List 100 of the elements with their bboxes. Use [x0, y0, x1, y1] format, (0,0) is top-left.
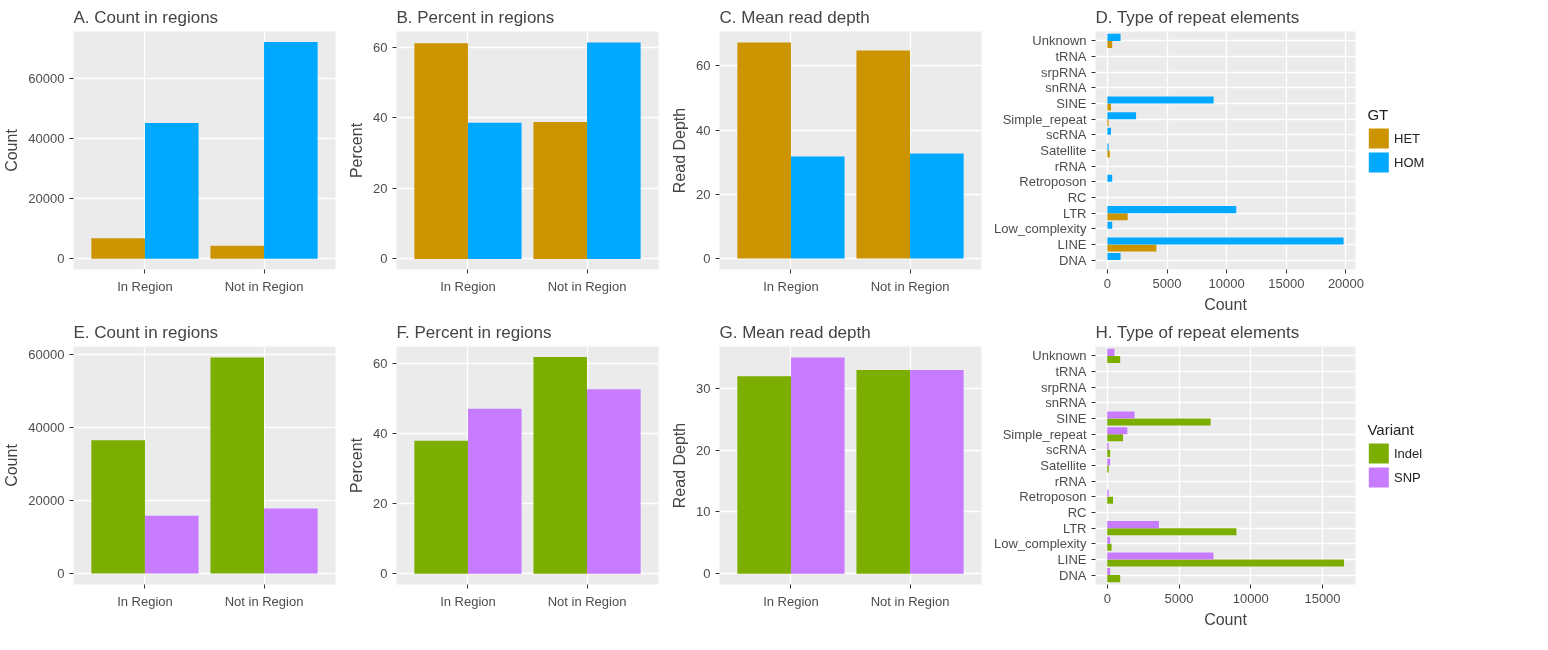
chart-title: C. Mean read depth [719, 7, 870, 27]
y-tick-label: Satellite [1040, 458, 1087, 473]
y-tick-label: 40000 [28, 420, 65, 436]
legend-title: GT [1367, 106, 1389, 123]
bar [1107, 536, 1111, 544]
bar [210, 245, 265, 259]
y-tick-label: 30 [696, 380, 711, 396]
y-tick-label: 60 [373, 39, 388, 55]
bar [467, 122, 522, 259]
x-tick-label: In Region [117, 278, 173, 294]
bar [264, 508, 318, 574]
bar [1107, 127, 1111, 135]
y-tick-label: SINE [1056, 96, 1087, 112]
y-tick-label: scRNA [1046, 442, 1087, 458]
bar [414, 440, 468, 574]
bar [1107, 96, 1214, 104]
y-tick-label: snRNA [1045, 80, 1087, 96]
x-tick-label: Not in Region [224, 593, 304, 609]
y-tick-label: 40 [373, 426, 388, 442]
y-tick-label: 0 [703, 566, 711, 582]
x-tick-label: In Region [763, 278, 819, 294]
bar [1107, 418, 1211, 426]
legend-label: Indel [1394, 446, 1423, 461]
bar [1107, 174, 1113, 182]
bar [790, 156, 845, 259]
x-tick-label: 15000 [1268, 275, 1305, 291]
y-tick-label: tRNA [1055, 49, 1087, 65]
y-tick-label: RC [1067, 504, 1087, 520]
bar [1107, 458, 1111, 466]
x-tick-label: In Region [440, 593, 496, 609]
y-tick-label: Unknown [1032, 33, 1087, 49]
legend-title: Variant [1367, 421, 1415, 438]
y-tick-label: LTR [1062, 520, 1087, 536]
y-tick-label: 60 [696, 58, 711, 74]
x-tick-label: Not in Region [547, 278, 627, 294]
y-tick-label: tRNA [1055, 364, 1087, 380]
bar [737, 42, 791, 259]
y-tick-label: srpRNA [1040, 64, 1087, 80]
y-tick-label: 0 [380, 566, 388, 582]
chart-title: B. Percent in regions [396, 7, 555, 27]
y-tick-label: LINE [1057, 551, 1087, 567]
bar [1107, 237, 1344, 245]
bar [1107, 213, 1128, 221]
bar [533, 356, 588, 574]
bar [1107, 568, 1111, 576]
y-tick-label: srpRNA [1040, 379, 1087, 395]
chart-title: F. Percent in regions [396, 322, 552, 342]
y-axis-title: Count [3, 128, 21, 172]
y-tick-label: 20 [696, 442, 711, 458]
legend-label: SNP [1394, 470, 1421, 485]
bar [856, 50, 911, 259]
bar [1107, 33, 1121, 41]
x-tick-label: 20000 [1327, 275, 1365, 291]
x-tick-label: Not in Region [547, 593, 627, 609]
y-tick-label: Simple_repeat [1002, 111, 1087, 127]
y-tick-label: Unknown [1032, 348, 1087, 364]
x-tick-label: In Region [763, 593, 819, 609]
bar [1107, 528, 1237, 536]
y-axis-title: Percent [348, 122, 366, 179]
bar [1107, 552, 1214, 560]
bar [1107, 112, 1137, 120]
bar [1107, 40, 1113, 48]
bar [1107, 449, 1111, 457]
x-tick-label: 0 [1103, 590, 1111, 606]
y-tick-label: DNA [1059, 252, 1087, 268]
bar [1107, 244, 1157, 252]
x-tick-label: 0 [1103, 275, 1112, 291]
y-tick-label: Simple_repeat [1002, 426, 1087, 442]
bar [144, 515, 199, 574]
x-tick-label: 5000 [1164, 590, 1194, 606]
y-axis-title: Read Depth [671, 107, 689, 194]
x-tick-label: 5000 [1152, 275, 1182, 291]
bar [1107, 348, 1115, 356]
y-tick-label: 40 [696, 122, 711, 138]
y-tick-label: 0 [380, 251, 388, 267]
bar [1107, 253, 1121, 261]
x-tick-label: Not in Region [870, 593, 950, 609]
x-tick-label: In Region [440, 278, 496, 294]
chart-title: H. Type of repeat elements [1095, 322, 1300, 342]
bar [144, 122, 199, 259]
bar [467, 408, 522, 574]
bar [1107, 103, 1111, 111]
y-tick-label: 0 [703, 251, 711, 267]
y-tick-label: 20 [373, 496, 388, 512]
y-axis-title: Count [3, 443, 21, 487]
y-tick-label: 20000 [28, 493, 65, 509]
y-tick-label: 60000 [28, 71, 65, 87]
y-tick-label: 20000 [28, 191, 65, 207]
bar [210, 357, 265, 574]
y-tick-label: Satellite [1040, 143, 1087, 158]
bar [1107, 575, 1121, 583]
y-tick-label: rRNA [1054, 473, 1087, 489]
bar [91, 238, 145, 259]
y-tick-label: 60 [373, 356, 388, 372]
chart-title: G. Mean read depth [719, 322, 871, 342]
x-tick-label: 15000 [1304, 590, 1341, 606]
bar [587, 42, 641, 259]
x-tick-label: Not in Region [224, 278, 304, 294]
y-tick-label: Low_complexity [994, 536, 1087, 552]
y-tick-label: 40 [373, 110, 388, 126]
